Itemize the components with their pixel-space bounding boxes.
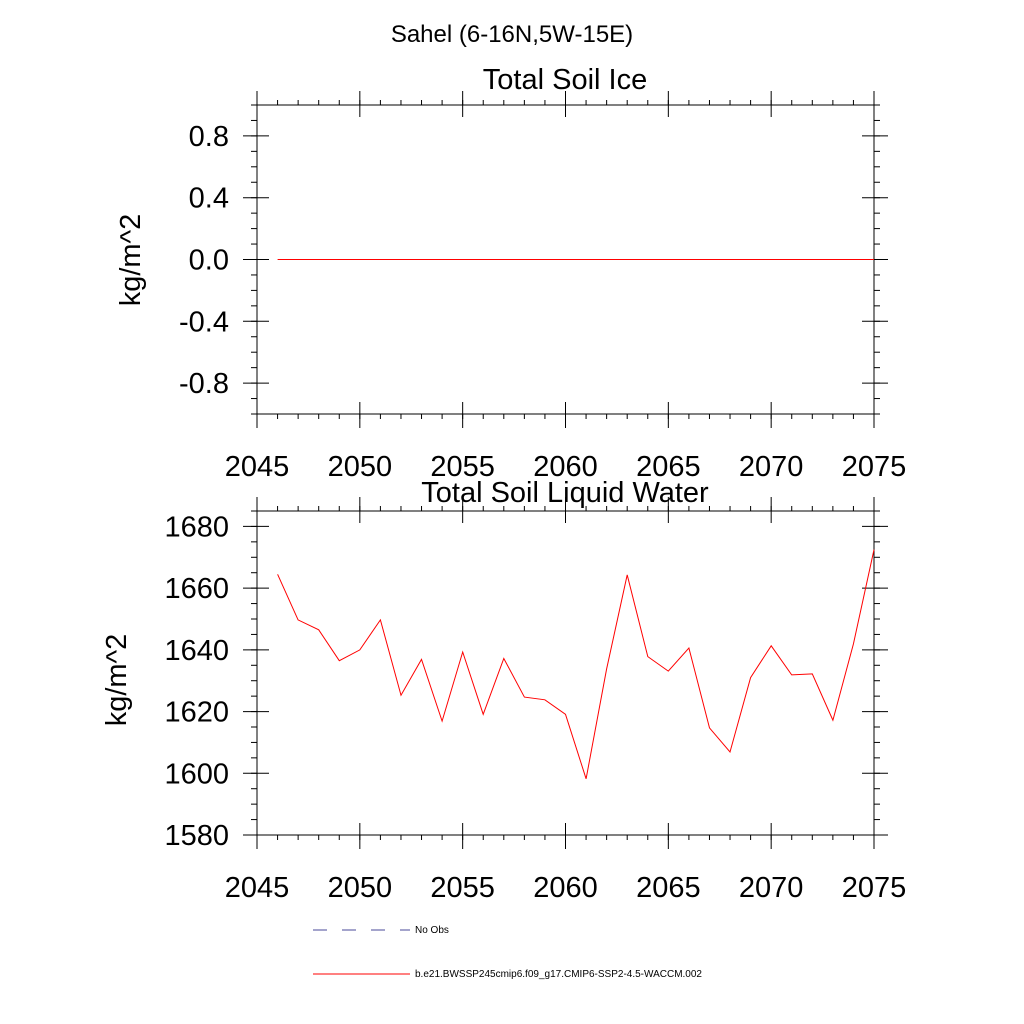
x-tick-label: 2075 bbox=[842, 872, 907, 904]
x-tick-label: 2055 bbox=[430, 872, 495, 904]
legend: No Obs b.e21.BWSSP245cmip6.f09_g17.CMIP6… bbox=[313, 925, 702, 980]
y-tick-label: 1620 bbox=[164, 697, 229, 729]
y-tick-label: -0.8 bbox=[179, 368, 229, 400]
x-tick-label: 2070 bbox=[739, 451, 804, 483]
y-tick-label: 1580 bbox=[164, 820, 229, 852]
x-tick-label: 2065 bbox=[636, 451, 701, 483]
y-tick-label: 0.4 bbox=[189, 183, 229, 215]
panel-total-soil-ice: Total Soil Ice kg/m^2 2045 2050 2055 2060 20… bbox=[115, 64, 906, 483]
y-tick-label: 1640 bbox=[164, 635, 229, 667]
x-tick-label: 2045 bbox=[225, 872, 290, 904]
x-tick-label: 2060 bbox=[533, 451, 598, 483]
legend-label-no-obs: No Obs bbox=[415, 925, 449, 936]
y-tick-label: 1680 bbox=[164, 511, 229, 543]
x-tick-label: 2055 bbox=[430, 451, 495, 483]
legend-label-model: b.e21.BWSSP245cmip6.f09_g17.CMIP6-SSP2-4… bbox=[415, 969, 702, 980]
panel-total-soil-liquid-water: Total Soil Liquid Water kg/m^2 2045 2050 2… bbox=[101, 477, 906, 904]
x-tick-label: 2050 bbox=[328, 451, 393, 483]
y-tick-label: 1600 bbox=[164, 758, 229, 790]
panel-title: Total Soil Ice bbox=[483, 64, 647, 96]
y-tick-label: 1660 bbox=[164, 573, 229, 605]
x-tick-label: 2060 bbox=[533, 872, 598, 904]
y-axis-label: kg/m^2 bbox=[115, 214, 147, 307]
y-tick-label: 0.0 bbox=[189, 245, 229, 277]
figure-suptitle: Sahel (6-16N,5W-15E) bbox=[391, 21, 633, 48]
x-tick-label: 2070 bbox=[739, 872, 804, 904]
x-tick-label: 2065 bbox=[636, 872, 701, 904]
y-tick-label: -0.4 bbox=[179, 306, 229, 338]
y-tick-label: 0.8 bbox=[189, 121, 229, 153]
plot-frame bbox=[256, 510, 875, 836]
x-tick-label: 2075 bbox=[842, 451, 907, 483]
series-line bbox=[277, 549, 875, 779]
x-tick-label: 2050 bbox=[328, 872, 393, 904]
y-axis-label: kg/m^2 bbox=[101, 634, 133, 727]
x-tick-label: 2045 bbox=[225, 451, 290, 483]
